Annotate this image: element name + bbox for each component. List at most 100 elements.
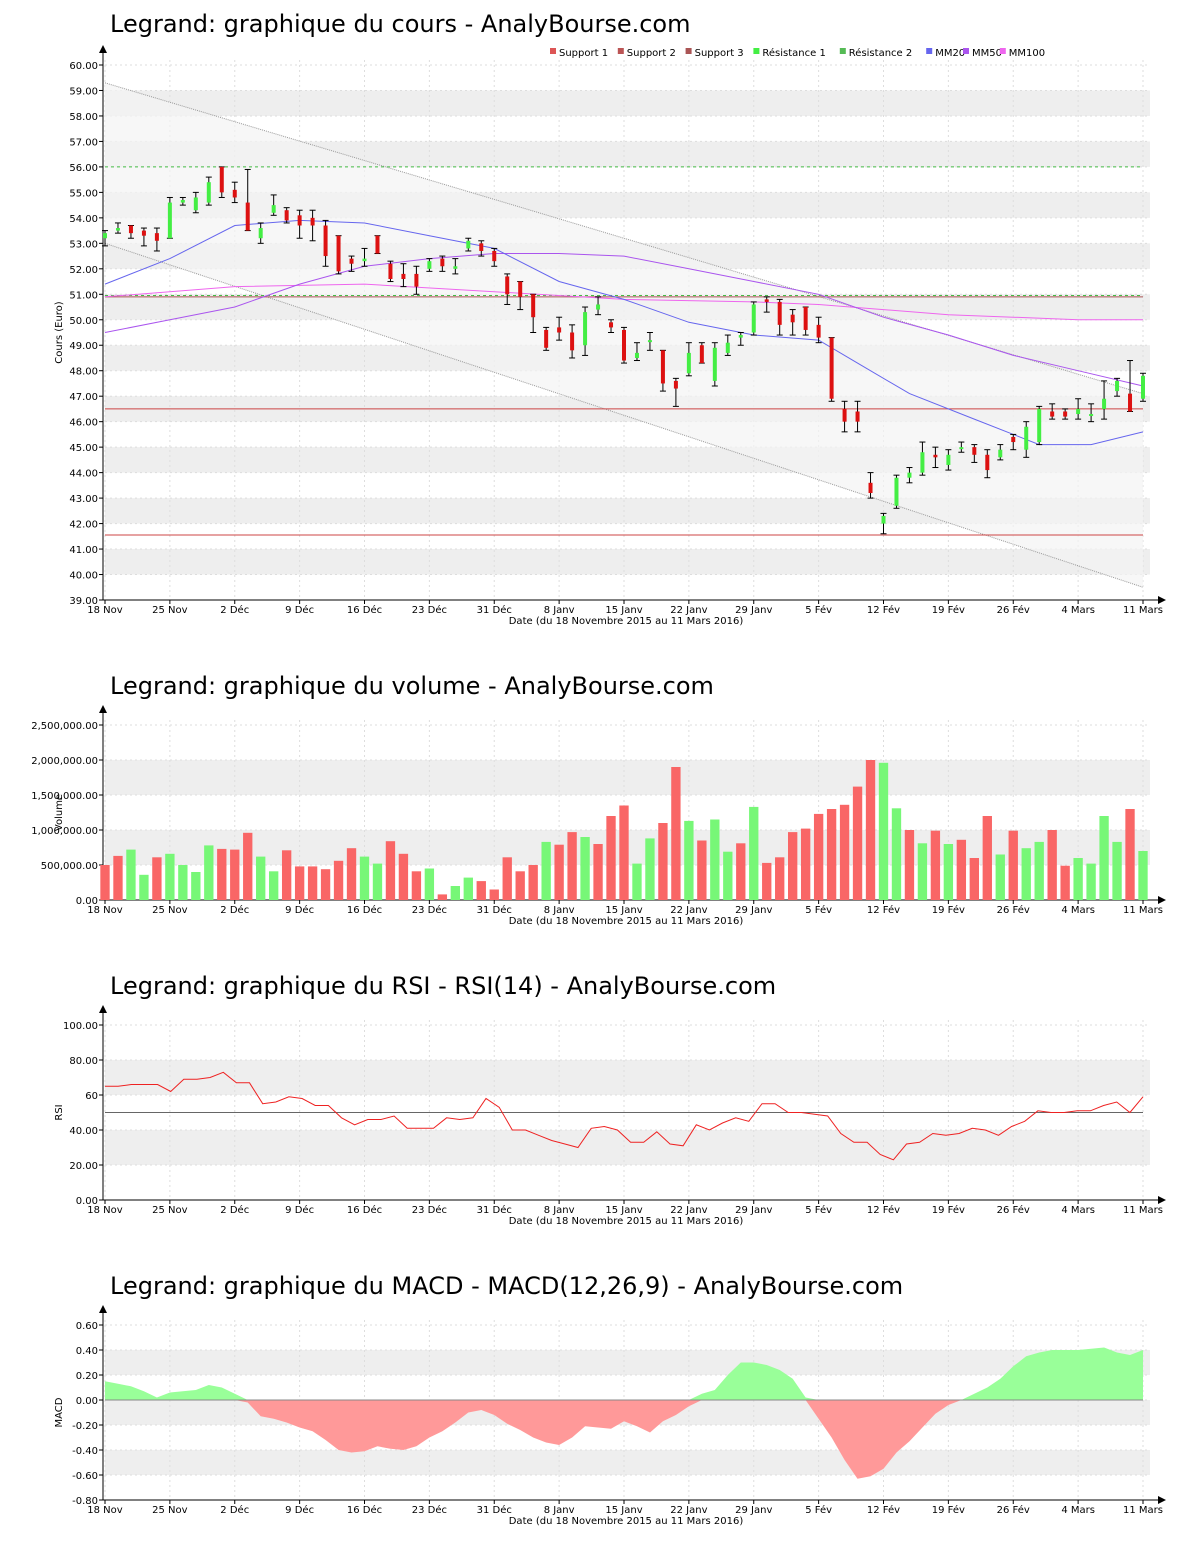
candle-body xyxy=(725,342,730,353)
legend-label: MM20 xyxy=(935,48,965,59)
candle-body xyxy=(128,225,133,234)
candle-body xyxy=(557,327,562,333)
rsi-band xyxy=(105,1060,1150,1095)
volume-xtick-label: 26 Fév xyxy=(997,904,1030,916)
rsi-xtick-label: 26 Fév xyxy=(997,1204,1030,1216)
candle-body xyxy=(141,230,146,236)
candle-body xyxy=(583,312,588,346)
candle-body xyxy=(453,266,458,269)
volume-bar xyxy=(372,863,383,900)
volume-bar xyxy=(1099,816,1109,900)
price-y-arrow xyxy=(99,45,107,53)
candle-body xyxy=(219,166,224,193)
volume-bar xyxy=(528,865,538,900)
candle-body xyxy=(1089,414,1094,417)
volume-bar xyxy=(398,853,409,900)
price-ytick-label: 53.00 xyxy=(69,239,98,250)
legend-swatch xyxy=(685,48,692,54)
macd-xtick-label: 5 Fév xyxy=(805,1504,832,1516)
volume-bar xyxy=(969,858,979,900)
price-xtick-label: 4 Mars xyxy=(1061,605,1095,616)
macd-ytick-label: 0.60 xyxy=(76,1321,98,1332)
volume-xtick-label: 31 Déc xyxy=(477,904,512,916)
volume-bar xyxy=(658,823,668,900)
candle-body xyxy=(349,258,354,264)
rsi-ytick-label: 80.00 xyxy=(69,1056,98,1067)
volume-xtick-label: 18 Nov xyxy=(87,905,123,916)
volume-xtick-label: 2 Déc xyxy=(220,904,249,916)
rsi-ytick-label: 60 xyxy=(85,1091,98,1102)
macd-xtick-label: 25 Nov xyxy=(152,1505,188,1516)
volume-bar xyxy=(411,871,422,900)
candle-body xyxy=(258,228,263,239)
legend-label: MM50 xyxy=(972,48,1002,59)
candle-body xyxy=(712,347,717,381)
volume-bar xyxy=(165,853,175,900)
volume-bar xyxy=(917,843,928,900)
price-ytick-label: 51.00 xyxy=(69,290,98,301)
volume-xtick-label: 8 Janv xyxy=(544,905,575,916)
volume-bar xyxy=(813,813,824,900)
volume-xtick-label: 23 Déc xyxy=(412,904,447,916)
rsi-x-label: Date (du 18 Novembre 2015 au 11 Mars 201… xyxy=(509,1216,744,1227)
rsi-x-arrow xyxy=(1158,1196,1166,1204)
price-ytick-label: 42.00 xyxy=(69,520,98,531)
legend-swatch xyxy=(839,48,846,54)
price-ytick-label: 39.00 xyxy=(69,596,98,607)
candle-body xyxy=(622,329,626,361)
volume-ytick-label: 1,500,000.00 xyxy=(31,791,98,802)
candle-body xyxy=(777,301,782,325)
rsi-ytick-label: 20.00 xyxy=(69,1161,98,1172)
candle-body xyxy=(570,332,575,351)
rsi-chart-title: Legrand: graphique du RSI - RSI(14) - An… xyxy=(110,972,777,1000)
rsi-xtick-label: 11 Mars xyxy=(1123,1205,1163,1216)
price-ytick-label: 47.00 xyxy=(69,392,98,403)
macd-negative-area xyxy=(105,1400,1143,1479)
volume-bar xyxy=(230,849,240,900)
volume-xtick-label: 5 Fév xyxy=(805,904,832,916)
candle-body xyxy=(544,329,549,348)
volume-bar xyxy=(645,838,655,900)
macd-xtick-label: 4 Mars xyxy=(1061,1505,1095,1516)
candle-body xyxy=(193,197,198,211)
price-ytick-label: 50.00 xyxy=(69,316,98,327)
price-xtick-label: 2 Déc xyxy=(220,604,249,616)
volume-xtick-label: 16 Déc xyxy=(347,904,382,916)
rsi-xtick-label: 22 Janv xyxy=(670,1205,707,1216)
candle-body xyxy=(855,411,860,422)
volume-bar xyxy=(515,871,525,900)
rsi-ytick-label: 0.00 xyxy=(76,1196,98,1207)
macd-ytick-label: -0.60 xyxy=(72,1471,98,1482)
candle-body xyxy=(167,202,172,239)
price-ytick-label: 57.00 xyxy=(69,137,98,148)
candle-body xyxy=(829,337,834,399)
volume-bar xyxy=(839,804,850,900)
volume-bar xyxy=(281,850,292,900)
volume-bar xyxy=(178,865,188,900)
macd-ytick-label: -0.80 xyxy=(72,1496,98,1507)
volume-bar xyxy=(139,874,149,900)
macd-xtick-label: 18 Nov xyxy=(87,1505,123,1516)
price-xtick-label: 9 Déc xyxy=(285,604,314,616)
price-xtick-label: 18 Nov xyxy=(87,605,123,616)
legend-swatch xyxy=(753,48,760,54)
candle-body xyxy=(245,202,250,231)
volume-bar xyxy=(567,832,577,900)
price-ytick-label: 54.00 xyxy=(69,214,98,225)
volume-bar xyxy=(294,866,305,900)
volume-bar xyxy=(762,862,772,900)
price-band xyxy=(105,90,1150,116)
candle-body xyxy=(881,515,886,524)
volume-xtick-label: 9 Déc xyxy=(285,904,314,916)
volume-ytick-label: 1,000,000.00 xyxy=(31,826,98,837)
macd-x-arrow xyxy=(1158,1496,1166,1504)
candle-body xyxy=(414,273,419,287)
price-xtick-label: 16 Déc xyxy=(347,604,382,616)
volume-bar xyxy=(800,828,811,900)
volume-bar xyxy=(1073,858,1083,900)
volume-bar xyxy=(489,889,499,900)
candle-body xyxy=(634,352,639,358)
rsi-xtick-label: 4 Mars xyxy=(1061,1205,1095,1216)
macd-y-arrow xyxy=(99,1305,107,1313)
price-xtick-label: 25 Nov xyxy=(152,605,188,616)
